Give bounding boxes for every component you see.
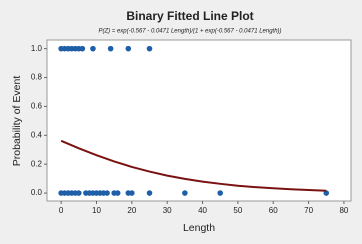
data-point	[104, 190, 110, 196]
data-point	[90, 45, 96, 52]
x-tick-label: 30	[163, 206, 172, 215]
x-tick-label: 80	[339, 206, 348, 215]
y-tick-label: 0.0	[31, 188, 43, 197]
x-tick-label: 20	[127, 206, 136, 215]
x-tick-label: 50	[233, 206, 242, 215]
y-axis-label: Probability of Event	[11, 76, 23, 167]
data-point	[125, 45, 132, 52]
y-tick-label: 0.6	[31, 102, 43, 111]
data-point	[146, 45, 153, 52]
plot-area	[46, 39, 352, 202]
chart-subtitle: P(Z) = exp(-0.567 - 0.0471 Length)/(1 + …	[98, 29, 281, 35]
x-axis-label: Length	[183, 222, 215, 234]
fitted-line	[60, 139, 327, 192]
x-tick-label: 40	[198, 206, 207, 215]
x-tick-label: 0	[59, 206, 64, 215]
y-tick-label: 0.2	[31, 159, 43, 168]
x-tick-label: 60	[269, 206, 278, 215]
data-point	[107, 45, 114, 52]
data-point	[79, 45, 86, 52]
data-point	[182, 190, 188, 196]
data-point	[114, 190, 121, 196]
x-tick-label: 10	[92, 206, 101, 215]
x-tick-label: 70	[304, 206, 313, 215]
data-point	[76, 190, 82, 196]
y-tick-label: 0.8	[31, 73, 43, 82]
y-tick-label: 0.4	[31, 130, 43, 139]
data-point	[217, 190, 224, 196]
y-tick-label: 1.0	[31, 44, 43, 53]
chart-title: Binary Fitted Line Plot	[126, 9, 253, 23]
data-point	[129, 190, 135, 196]
data-point	[146, 190, 153, 196]
